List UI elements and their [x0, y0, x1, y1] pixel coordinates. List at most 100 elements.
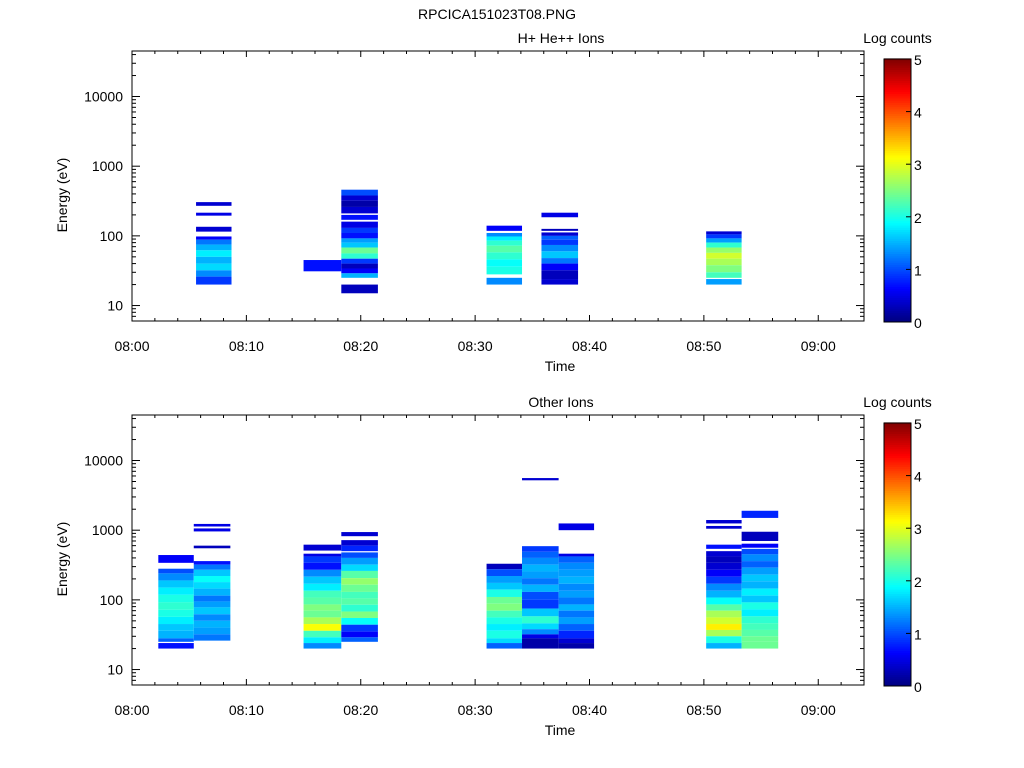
heatmap-cell	[706, 258, 742, 266]
colorbar-swatch	[884, 227, 911, 230]
y-tick-label: 1000	[92, 522, 123, 538]
colorbar-swatch	[884, 626, 911, 630]
colorbar-swatch	[884, 270, 911, 274]
y-axis-label: Energy (eV)	[54, 522, 70, 597]
colorbar-swatch	[884, 488, 911, 491]
colorbar-swatch	[884, 244, 911, 248]
x-axis: 08:00 08:10 08:20 08:30 08:40 08:50 09:00	[114, 415, 865, 718]
heatmap-cell	[158, 568, 194, 574]
heatmap-cell	[193, 528, 231, 532]
heatmap-cell	[341, 284, 378, 294]
heatmap-cell	[541, 212, 579, 218]
heatmap-cell	[341, 189, 378, 196]
heatmap-cell	[341, 232, 378, 239]
heatmap-cell	[522, 599, 559, 609]
heatmap-cell	[706, 576, 742, 584]
colorbar-swatch	[884, 185, 911, 189]
heatmap-cell	[486, 630, 523, 639]
heatmap-cell	[196, 263, 232, 271]
colorbar-tick-label: 5	[914, 52, 922, 68]
y-axis-label: Energy (eV)	[54, 158, 70, 233]
colorbar-swatch	[884, 174, 911, 178]
heatmap-cell	[303, 590, 342, 598]
colorbar-swatch	[884, 442, 911, 445]
colorbar-swatch	[884, 494, 911, 498]
heatmap-cell	[706, 238, 742, 243]
figure-title: RPCICA151023T08.PNG	[418, 6, 576, 22]
colorbar-swatch	[884, 628, 911, 632]
colorbar-swatch	[884, 584, 911, 588]
colorbar-swatch	[884, 181, 911, 184]
heatmap-cell	[341, 611, 378, 618]
heatmap-cell	[486, 582, 523, 590]
colorbar-swatch	[884, 238, 911, 241]
colorbar-swatch	[884, 100, 911, 103]
colorbar-swatch	[884, 545, 911, 548]
colorbar-swatch	[884, 306, 911, 309]
colorbar-swatch	[884, 317, 911, 320]
colorbar-swatch	[884, 183, 911, 187]
heatmap-cell	[196, 244, 232, 251]
colorbar-swatch	[884, 266, 911, 270]
heatmap-cell	[341, 570, 378, 579]
colorbar-swatch	[884, 477, 911, 480]
colorbar-swatch	[884, 73, 911, 77]
colorbar-swatch	[884, 448, 911, 452]
heatmap-cell	[486, 617, 523, 625]
heatmap-cell	[303, 617, 342, 625]
colorbar-swatch	[884, 615, 911, 619]
colorbar-swatch	[884, 281, 911, 285]
colorbar-swatch	[884, 475, 911, 478]
colorbar-swatch	[884, 209, 911, 213]
colorbar-swatch	[884, 106, 911, 110]
heatmap-cell	[341, 598, 378, 605]
colorbar: 0 1 2 3 4 5 Log counts	[863, 394, 932, 695]
heatmap-cell	[486, 236, 523, 241]
heatmap-cell	[741, 548, 779, 555]
colorbar-swatch	[884, 82, 911, 86]
heatmap-cell	[303, 556, 342, 563]
heatmap-cell	[341, 238, 378, 243]
colorbar-swatch	[884, 464, 911, 467]
colorbar-swatch	[884, 246, 911, 250]
colorbar-swatch	[884, 205, 911, 209]
y-tick-label: 10	[107, 662, 123, 678]
colorbar-swatch	[884, 439, 911, 443]
colorbar-swatch	[884, 645, 911, 649]
heatmap-cell	[741, 581, 779, 589]
colorbar-swatch	[884, 268, 911, 272]
heatmap-cell	[522, 478, 559, 481]
heatmap-cell	[486, 225, 523, 231]
heatmap-cell	[303, 260, 342, 272]
heatmap-cell	[558, 553, 595, 557]
heatmap-cell	[303, 544, 342, 551]
heatmap-cell	[741, 588, 779, 596]
colorbar-swatch	[884, 295, 911, 298]
colorbar-swatch	[884, 211, 911, 215]
heatmap-cell	[341, 258, 378, 264]
colorbar-frame	[883, 58, 912, 323]
colorbar-swatch	[884, 453, 911, 456]
colorbar-swatch	[884, 571, 911, 575]
colorbar-swatch	[884, 670, 911, 673]
heatmap-cell	[706, 556, 742, 563]
heatmap-cell	[193, 545, 231, 549]
colorbar-swatch	[884, 91, 911, 95]
heatmap-cell	[158, 609, 194, 617]
heatmap-cell	[486, 232, 523, 237]
heatmap-cell	[341, 578, 378, 585]
colorbar-swatch	[884, 148, 911, 152]
colorbar-swatch	[884, 529, 911, 533]
colorbar-swatch	[884, 121, 911, 125]
colorbar-swatch	[884, 277, 911, 281]
heatmap-cell	[741, 609, 779, 617]
heatmap-cell	[741, 602, 779, 610]
colorbar-swatch	[884, 135, 911, 138]
heatmap-cell	[158, 594, 194, 603]
colorbar-swatch	[884, 483, 911, 487]
heatmap-cell	[706, 562, 742, 570]
colorbar-swatch	[884, 69, 911, 73]
colorbar-swatch	[884, 578, 911, 581]
colorbar-swatch	[884, 597, 911, 601]
heatmap-cell	[341, 564, 378, 571]
